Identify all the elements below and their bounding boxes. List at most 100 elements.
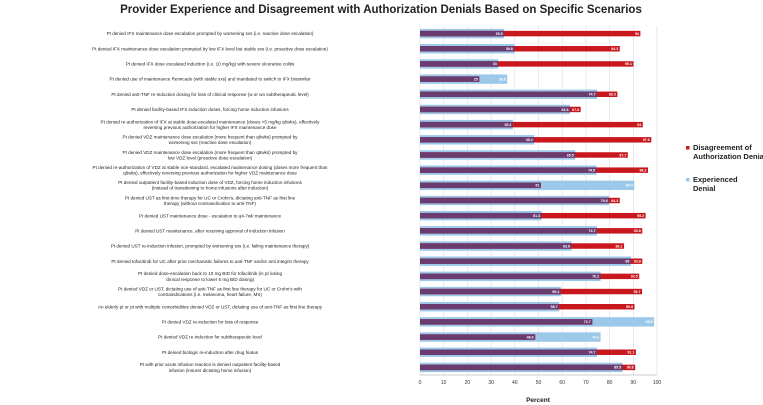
category-label: Pt denied re-authorization of VDZ at sta… <box>93 165 328 176</box>
x-tick-label: 60 <box>559 380 565 386</box>
category-label: Pt denied UST maintenance dose - escalat… <box>139 213 282 218</box>
x-tick-label: 10 <box>441 380 447 386</box>
disagreement-data-label: 83.3 <box>609 93 616 97</box>
category-label: Pt denied re-authorization of IFX at sta… <box>101 119 321 130</box>
disagreement-data-label: 84.3 <box>611 199 618 203</box>
bar-overlap <box>420 76 480 82</box>
disagreement-data-label: 90.8 <box>627 366 634 370</box>
x-tick-label: 90 <box>631 380 637 386</box>
bar-disagreement <box>420 61 634 67</box>
bar-overlap <box>420 121 513 128</box>
experienced-data-label: 63.3 <box>562 108 569 112</box>
disagreement-data-label: 90.5 <box>626 305 633 309</box>
experienced-data-label: 76.2 <box>592 335 599 339</box>
experienced-data-label: 79.8 <box>601 199 608 203</box>
disagreement-data-label: 86.1 <box>616 244 623 248</box>
disagreement-data-label: 48.6 <box>527 335 534 339</box>
disagreement-data-label: 93.8 <box>634 229 641 233</box>
experienced-data-label: 74.7 <box>589 351 596 355</box>
category-label: Pt denied dose-escalation back to 10 mg … <box>138 271 282 282</box>
bar-overlap <box>420 334 536 340</box>
experienced-data-label: 74.7 <box>589 229 596 233</box>
bar-overlap <box>420 167 597 173</box>
legend-label: Experienced Denial <box>693 175 738 193</box>
bar-overlap <box>420 349 598 355</box>
experienced-data-label: 63.9 <box>563 244 570 248</box>
x-tick-label: 70 <box>583 380 589 386</box>
x-tick-label: 100 <box>653 380 662 386</box>
bar-overlap <box>420 319 593 325</box>
bar-overlap <box>420 182 541 189</box>
x-axis-label: Percent <box>526 397 551 404</box>
experienced-data-label: 65.5 <box>567 153 574 157</box>
category-label: Pt denied VDZ maintenance dose escalatio… <box>123 135 299 146</box>
bar-overlap <box>420 106 571 113</box>
experienced-data-label: 98.8 <box>646 320 653 324</box>
legend: Disagreement of Authorization Denial Exper… <box>686 143 763 193</box>
category-label: Pt denied VDZ re-induction for loss of r… <box>162 319 259 324</box>
experienced-data-label: 35.5 <box>496 32 503 36</box>
legend-swatch <box>686 178 690 182</box>
disagreement-data-label: 87.7 <box>619 153 626 157</box>
disagreement-data-label: 90.1 <box>625 62 632 66</box>
experienced-data-label: 36.8 <box>499 77 506 81</box>
category-label: Pt denied UST as first-time therapy for … <box>125 195 296 206</box>
disagreement-data-label: 51 <box>535 184 539 188</box>
category-label: Pt denied tofacitinib for UC after prior… <box>111 259 309 264</box>
bar-overlap <box>420 243 572 249</box>
category-label: Pt denied VDZ or UST, dictating use of a… <box>118 286 302 297</box>
bar-overlap <box>420 137 535 143</box>
disagreement-data-label: 93 <box>635 32 639 36</box>
x-tick-label: 50 <box>536 380 542 386</box>
bar-overlap <box>420 364 623 371</box>
legend-label: Disagreement of Authorization Denial <box>693 143 763 161</box>
bar-overlap <box>420 273 601 280</box>
bar-overlap <box>420 288 561 295</box>
bar-disagreement <box>420 121 643 128</box>
bar-overlap <box>420 228 598 234</box>
disagreement-data-label: 93.7 <box>634 290 641 294</box>
disagreement-data-label: 91.1 <box>627 351 634 355</box>
category-label: Pt denied use of maintenance Remicade (w… <box>110 77 311 82</box>
bar-overlap <box>420 46 515 52</box>
bar-disagreement <box>420 46 620 52</box>
bar-overlap <box>420 258 631 264</box>
bar-overlap <box>420 91 598 98</box>
bar-disagreement <box>420 30 641 37</box>
disagreement-data-label: 84.3 <box>611 47 618 51</box>
disagreement-data-label: 25 <box>474 77 478 81</box>
experienced-data-label: 74.5 <box>588 168 595 172</box>
x-tick-label: 0 <box>419 380 422 386</box>
category-label: Pt denied outpatient facility-based indu… <box>118 180 302 191</box>
category-label: Pt denied VDZ re-induction for subtherap… <box>158 335 262 340</box>
experienced-data-label: 39.2 <box>504 123 511 127</box>
disagreement-data-label: 93.8 <box>634 259 641 263</box>
category-label: An elderly pt or pt with multiple comorb… <box>98 304 323 309</box>
x-tick-label: 40 <box>512 380 518 386</box>
experienced-data-label: 58.7 <box>551 305 558 309</box>
bar-overlap <box>420 152 576 158</box>
x-axis-ticks: 0 10 20 30 40 50 60 70 80 90 100 <box>419 380 662 386</box>
disagreement-data-label: 95.2 <box>637 214 644 218</box>
experienced-data-label: 89 <box>625 259 629 263</box>
x-tick-label: 30 <box>488 380 494 386</box>
experienced-data-label: 48.2 <box>526 138 533 142</box>
experienced-data-label: 59.4 <box>552 290 559 294</box>
bar-overlap <box>420 303 560 310</box>
legend-swatch <box>686 146 690 150</box>
experienced-data-label: 76.2 <box>592 275 599 279</box>
x-tick-label: 80 <box>607 380 613 386</box>
disagreement-data-label: 67.8 <box>572 108 579 112</box>
disagreement-data-label: 72.7 <box>584 320 591 324</box>
category-label: Pt denied VDZ maintenance dose escalatio… <box>123 150 299 161</box>
experienced-data-label: 74.7 <box>589 93 596 97</box>
category-labels: Pt denied IFX maintenance dose escalatio… <box>92 31 328 373</box>
bar-disagreement <box>420 137 652 143</box>
category-label: Pt denied IFX maintenance dose escalatio… <box>92 46 328 51</box>
category-label: Pt denied IFX maintenance dose escalatio… <box>107 31 314 36</box>
experienced-data-label: 51.3 <box>533 214 540 218</box>
disagreement-data-label: 96.2 <box>639 168 646 172</box>
experienced-data-label: 85.5 <box>614 366 621 370</box>
